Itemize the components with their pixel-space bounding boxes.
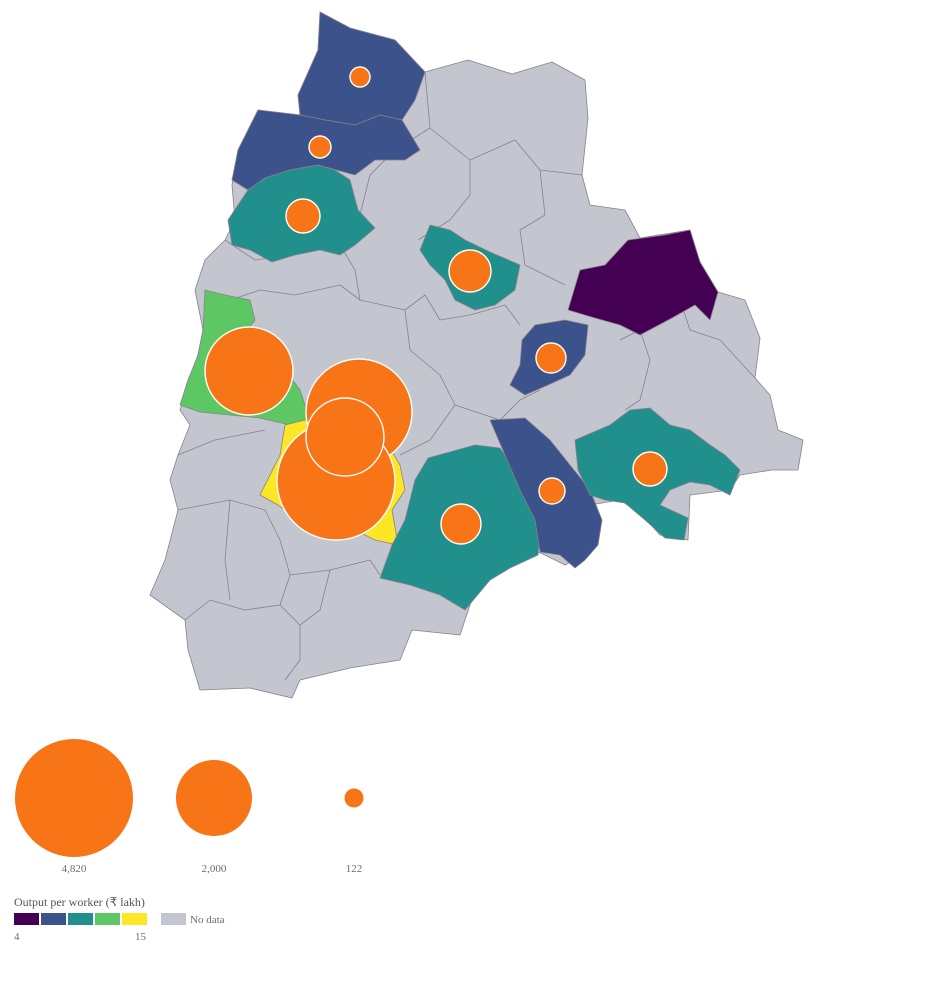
size-legend-label-large: 4,820: [62, 863, 87, 875]
bubble-hyderabad[interactable]: [305, 397, 385, 477]
color-legend-min-label: 4: [14, 931, 20, 943]
size-legend-circle-small: [344, 788, 364, 808]
bubble-nirmal[interactable]: [308, 135, 332, 159]
bubble-sangareddy[interactable]: [204, 326, 294, 416]
color-legend: Output per worker (₹ lakh) No data 4 15: [14, 895, 225, 943]
color-legend-swatch-5: [122, 913, 147, 925]
district-bhupalpally[interactable]: [567, 229, 719, 336]
size-legend-circle-medium: [176, 760, 252, 836]
bubble-khammam[interactable]: [632, 451, 668, 487]
size-legend: 4,820 2,000 122: [15, 739, 364, 875]
bubble-adilabad[interactable]: [349, 66, 371, 88]
color-legend-title: Output per worker (₹ lakh): [14, 895, 145, 909]
color-legend-swatch-2: [41, 913, 66, 925]
size-legend-label-small: 122: [346, 863, 363, 875]
size-legend-label-medium: 2,000: [202, 863, 227, 875]
bubble-nalgonda[interactable]: [440, 503, 482, 545]
bubble-karimnagar[interactable]: [448, 249, 492, 293]
no-data-label: No data: [190, 914, 225, 926]
color-legend-max-label: 15: [135, 931, 147, 943]
color-legend-swatch-4: [95, 913, 120, 925]
no-data-swatch: [161, 913, 186, 925]
color-legend-swatch-3: [68, 913, 93, 925]
color-legend-swatch-1: [14, 913, 39, 925]
bubble-layer: [204, 66, 668, 545]
bubble-suryapet[interactable]: [538, 477, 566, 505]
size-legend-circle-large: [15, 739, 133, 857]
bubble-nizamabad[interactable]: [285, 198, 321, 234]
bubble-warangal[interactable]: [535, 342, 567, 374]
